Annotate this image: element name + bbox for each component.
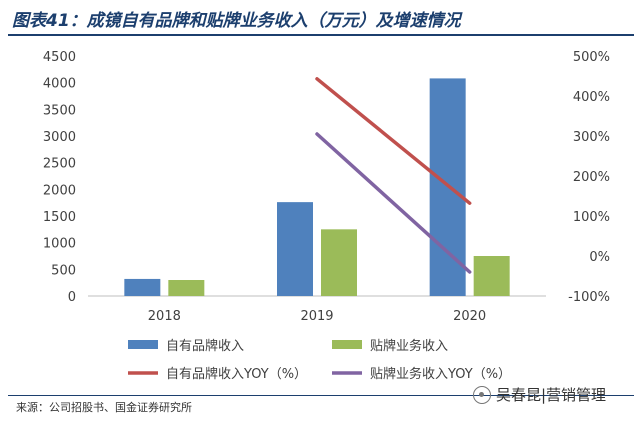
x-axis: 2018 2019 2020 xyxy=(88,295,546,324)
legend-label: 自有品牌收入YOY（%） xyxy=(166,366,307,382)
legend-label: 贴牌业务收入YOY（%） xyxy=(370,366,511,382)
right-tick-label: 500% xyxy=(573,50,610,65)
title-rule xyxy=(8,34,634,36)
figure-title: 图表41：成镜自有品牌和贴牌业务收入（万元）及增速情况 xyxy=(12,11,461,31)
watermark-text: 吴春昆|营销管理 xyxy=(496,386,607,404)
left-axis: 0 500 1000 1500 2000 2500 3000 3500 4000 4500 xyxy=(43,50,76,305)
yoy-lines xyxy=(315,77,472,274)
right-tick-label: 300% xyxy=(573,130,610,145)
right-tick-label: 400% xyxy=(573,90,610,105)
left-tick-label: 500 xyxy=(51,263,76,278)
bar-2018 xyxy=(124,278,161,296)
legend-swatch xyxy=(332,340,362,349)
bars xyxy=(124,78,510,297)
left-tick-label: 3000 xyxy=(43,130,76,145)
left-tick-label: 3500 xyxy=(43,103,76,118)
bar-2020 xyxy=(473,256,510,296)
left-tick-label: 2000 xyxy=(43,183,76,198)
left-tick-label: 1000 xyxy=(43,237,76,252)
legend-swatch xyxy=(128,340,158,349)
x-tick-label: 2019 xyxy=(300,309,333,324)
right-tick-label: 100% xyxy=(573,210,610,225)
right-axis: -100% 0% 100% 200% 300% 400% 500% xyxy=(568,50,610,305)
watermark: 吴春昆|营销管理 xyxy=(473,384,606,405)
x-tick-label: 2020 xyxy=(453,309,486,324)
source-note: 来源：公司招股书、国金证券研究所 xyxy=(16,401,192,414)
left-tick-label: 4000 xyxy=(43,77,76,92)
bar-2019 xyxy=(321,229,357,296)
right-tick-label: -100% xyxy=(568,290,610,305)
legend-label: 贴牌业务收入 xyxy=(370,338,448,354)
yoy-line xyxy=(315,77,472,205)
left-tick-label: 1500 xyxy=(43,210,76,225)
bottom-rule xyxy=(8,395,634,396)
left-tick-label: 0 xyxy=(68,290,76,305)
right-tick-label: 0% xyxy=(589,250,610,265)
legend-label: 自有品牌收入 xyxy=(166,338,244,354)
bar-2018 xyxy=(168,280,205,296)
x-tick-label: 2018 xyxy=(148,309,181,324)
wechat-icon xyxy=(473,385,491,404)
left-tick-label: 4500 xyxy=(43,50,76,65)
bar-2019 xyxy=(277,202,313,296)
left-tick-label: 2500 xyxy=(43,157,76,172)
yoy-line xyxy=(315,132,472,274)
right-tick-label: 200% xyxy=(573,170,610,185)
